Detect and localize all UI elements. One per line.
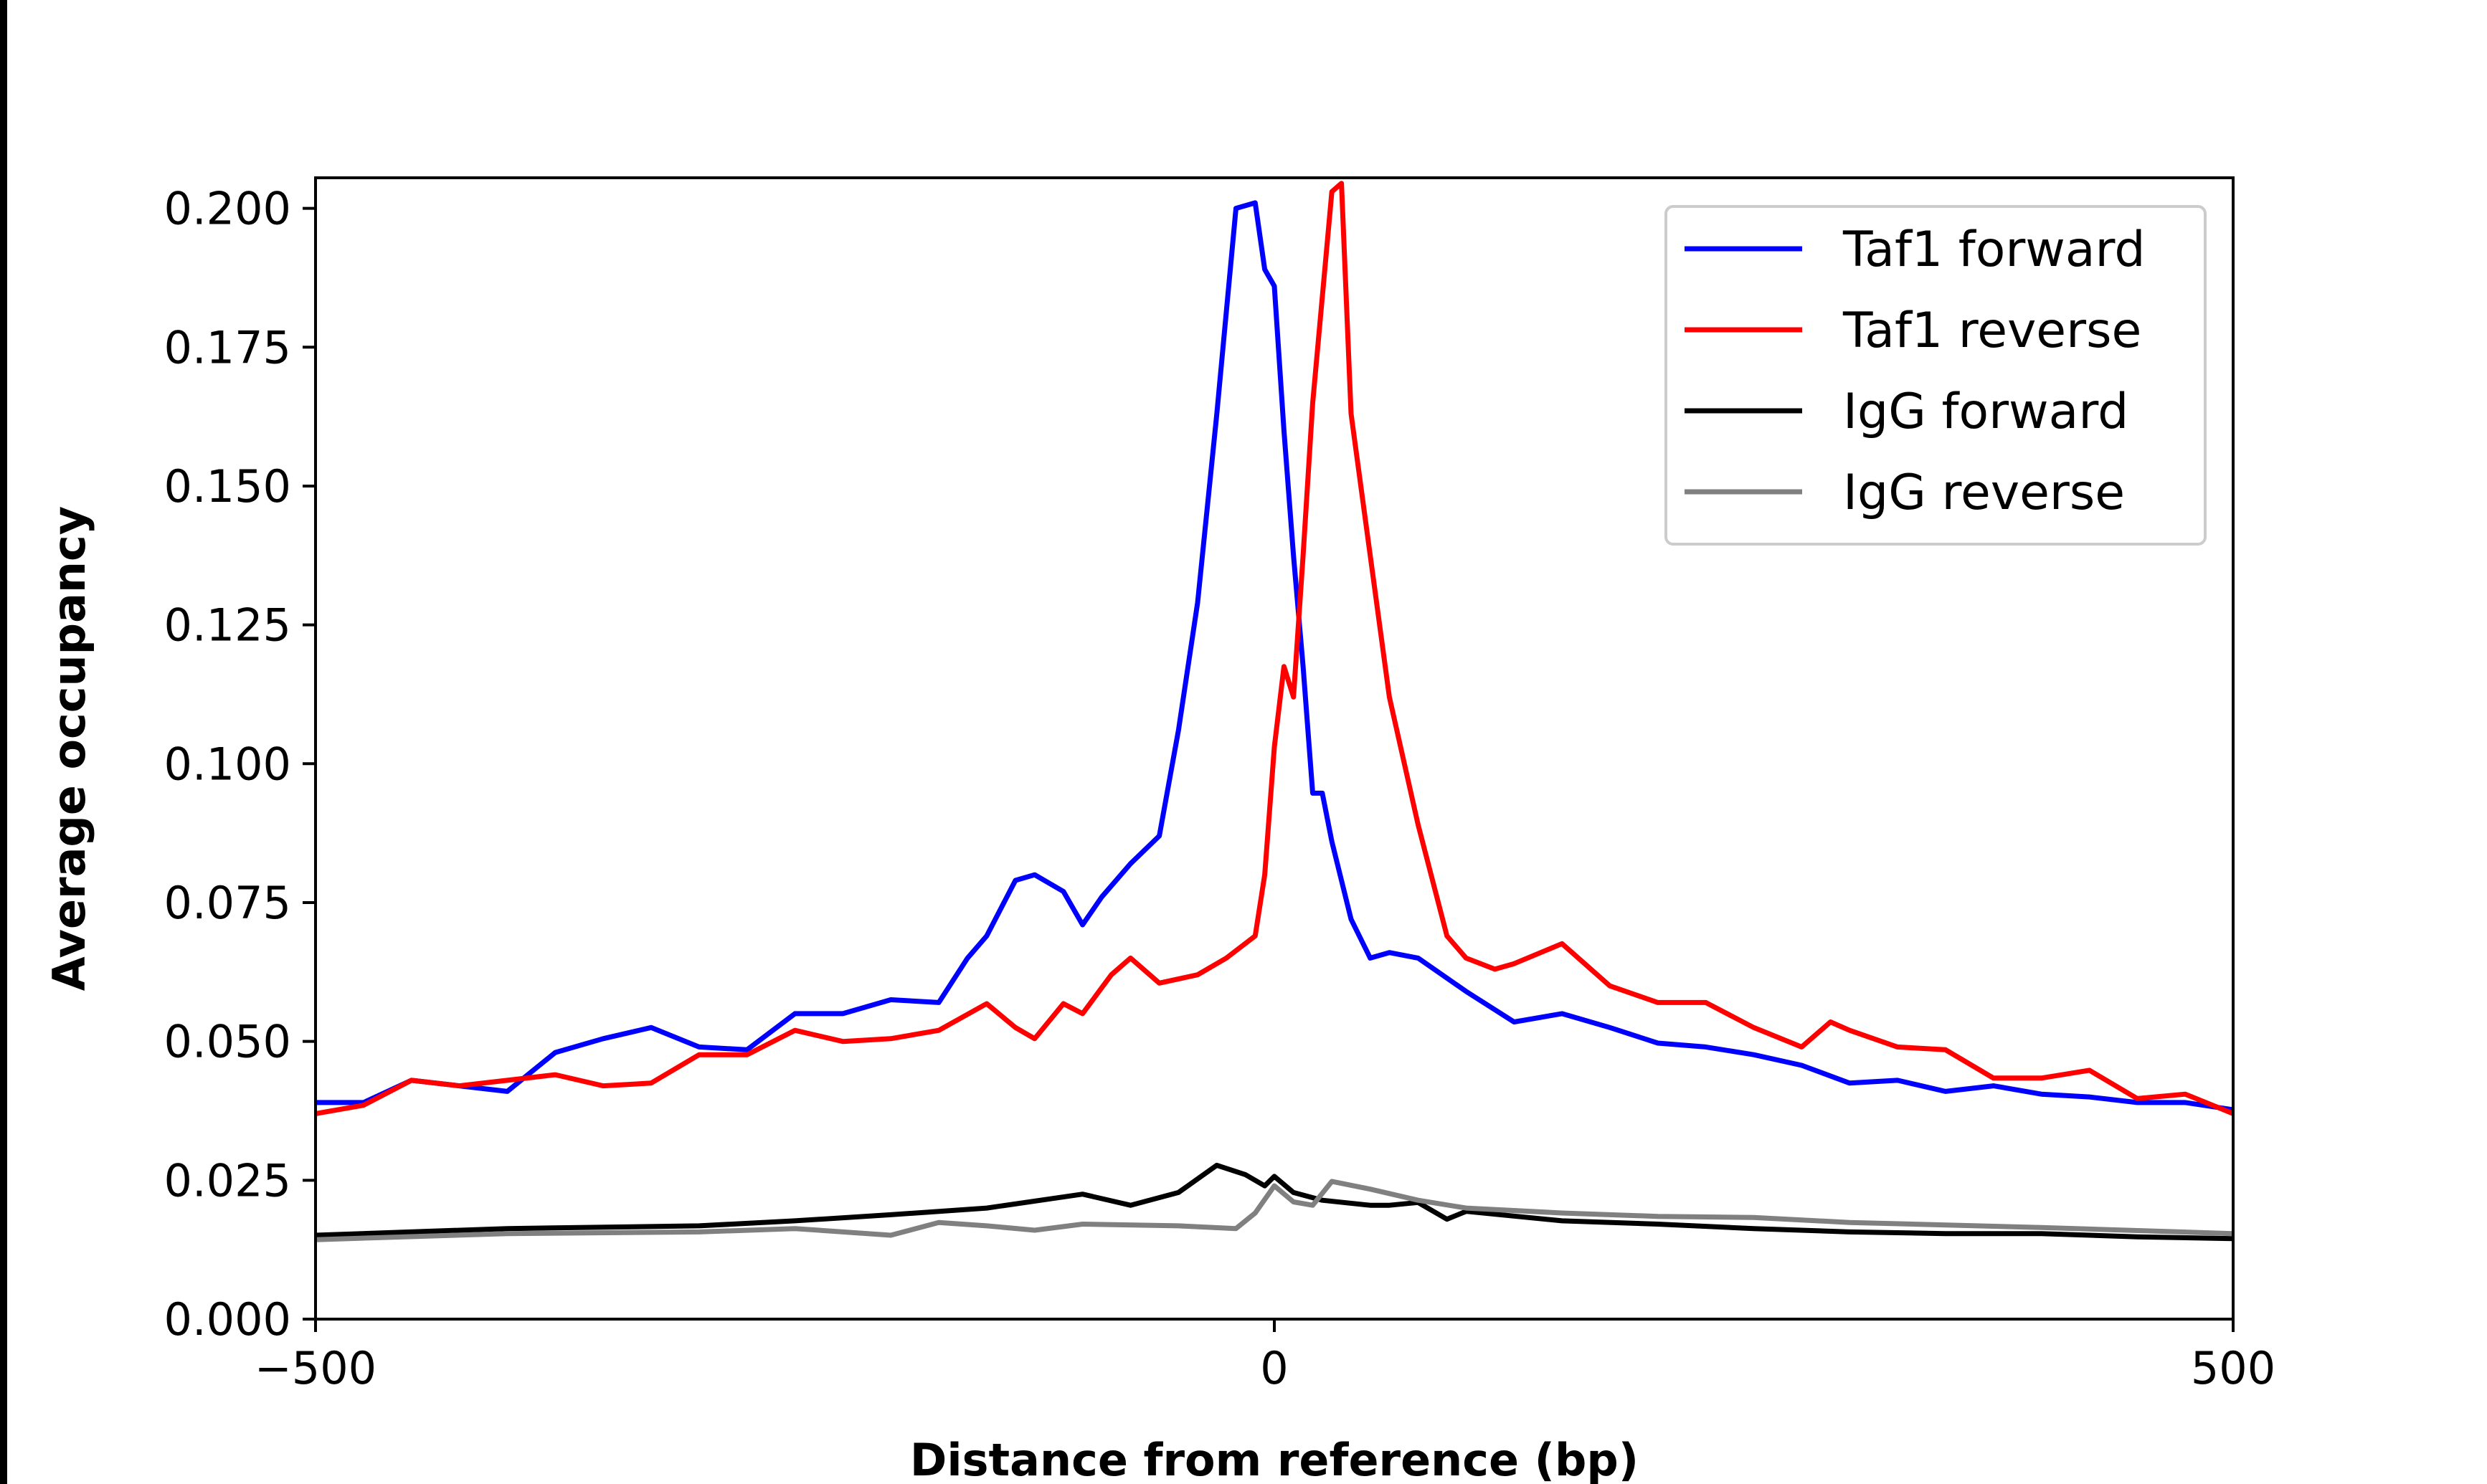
x-tick-label: 0 [1260, 1342, 1288, 1394]
series-line-igg-forward [315, 1162, 2234, 1242]
y-axis-ticks: 0.000 0.025 0.050 0.075 0.100 0.125 0.150 0.175… [164, 183, 316, 1346]
y-tick-label: 0.175 [164, 321, 292, 374]
legend-label: IgG reverse [1843, 465, 2125, 521]
y-tick-label: 0.125 [164, 599, 292, 652]
series-line-taf1-forward [316, 200, 2234, 1113]
x-tick-label: 500 [2191, 1342, 2275, 1394]
legend-box [1664, 205, 2207, 546]
y-tick-label: 0.075 [164, 877, 292, 929]
x-tick-label: −500 [255, 1342, 376, 1394]
left-border-bar [0, 0, 7, 1484]
legend: Taf1 forward Taf1 reverse IgG forward IgG r… [1664, 205, 2207, 546]
series-line-igg-reverse [315, 1179, 2234, 1242]
legend-label: Taf1 forward [1842, 222, 2145, 278]
legend-label: IgG forward [1843, 384, 2128, 440]
x-axis-ticks: −500 0 500 [255, 1319, 2275, 1394]
x-axis-label: Distance from reference (bp) [910, 1434, 1639, 1484]
y-tick-label: 0.100 [164, 738, 292, 790]
y-tick-label: 0.025 [164, 1154, 292, 1207]
y-tick-label: 0.050 [164, 1016, 292, 1068]
series-layer [315, 181, 2235, 1242]
legend-label: Taf1 reverse [1842, 303, 2141, 359]
y-axis-label: Average occupancy [43, 506, 95, 991]
y-tick-label: 0.000 [164, 1293, 292, 1346]
y-tick-label: 0.150 [164, 460, 292, 513]
y-tick-label: 0.200 [164, 183, 292, 235]
series-line-taf1-reverse [315, 181, 2235, 1116]
